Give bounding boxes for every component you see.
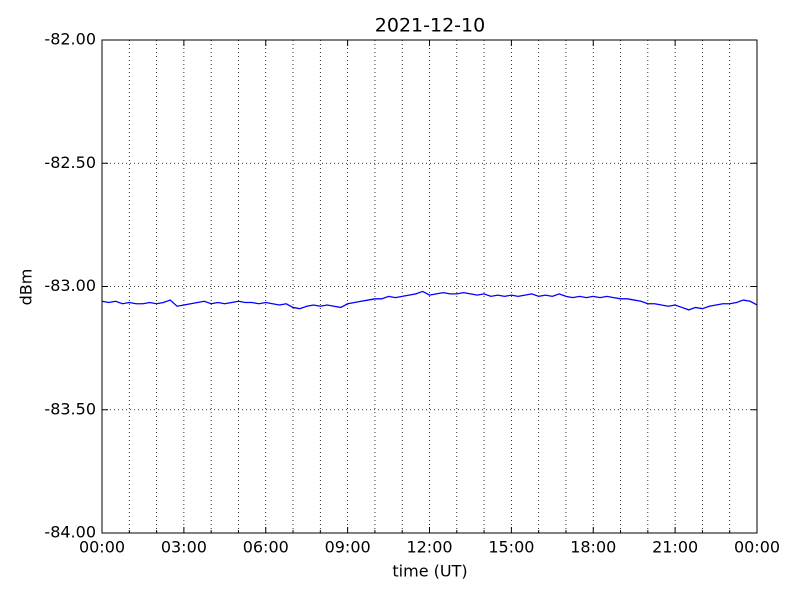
y-tick-label: -83.50 bbox=[44, 399, 96, 418]
x-tick-label: 18:00 bbox=[570, 538, 616, 557]
y-tick-label: -83.00 bbox=[44, 276, 96, 295]
x-tick-label: 09:00 bbox=[325, 538, 371, 557]
x-tick-label: 06:00 bbox=[243, 538, 289, 557]
x-tick-label: 03:00 bbox=[161, 538, 207, 557]
y-tick-label: -84.00 bbox=[44, 523, 96, 542]
x-tick-label: 00:00 bbox=[79, 538, 125, 557]
data-line bbox=[101, 290, 758, 311]
x-axis-label: time (UT) bbox=[392, 562, 467, 581]
y-tick-label: -82.00 bbox=[44, 30, 96, 49]
x-tick-label: 15:00 bbox=[488, 538, 534, 557]
y-axis-label: dBm bbox=[17, 269, 36, 306]
y-tick-label: -82.50 bbox=[44, 153, 96, 172]
x-tick-label: 00:00 bbox=[734, 538, 780, 557]
chart-title: 2021-12-10 bbox=[375, 15, 485, 37]
plot-frame bbox=[101, 39, 758, 534]
x-tick-label: 21:00 bbox=[652, 538, 698, 557]
x-tick-label: 12:00 bbox=[406, 538, 452, 557]
